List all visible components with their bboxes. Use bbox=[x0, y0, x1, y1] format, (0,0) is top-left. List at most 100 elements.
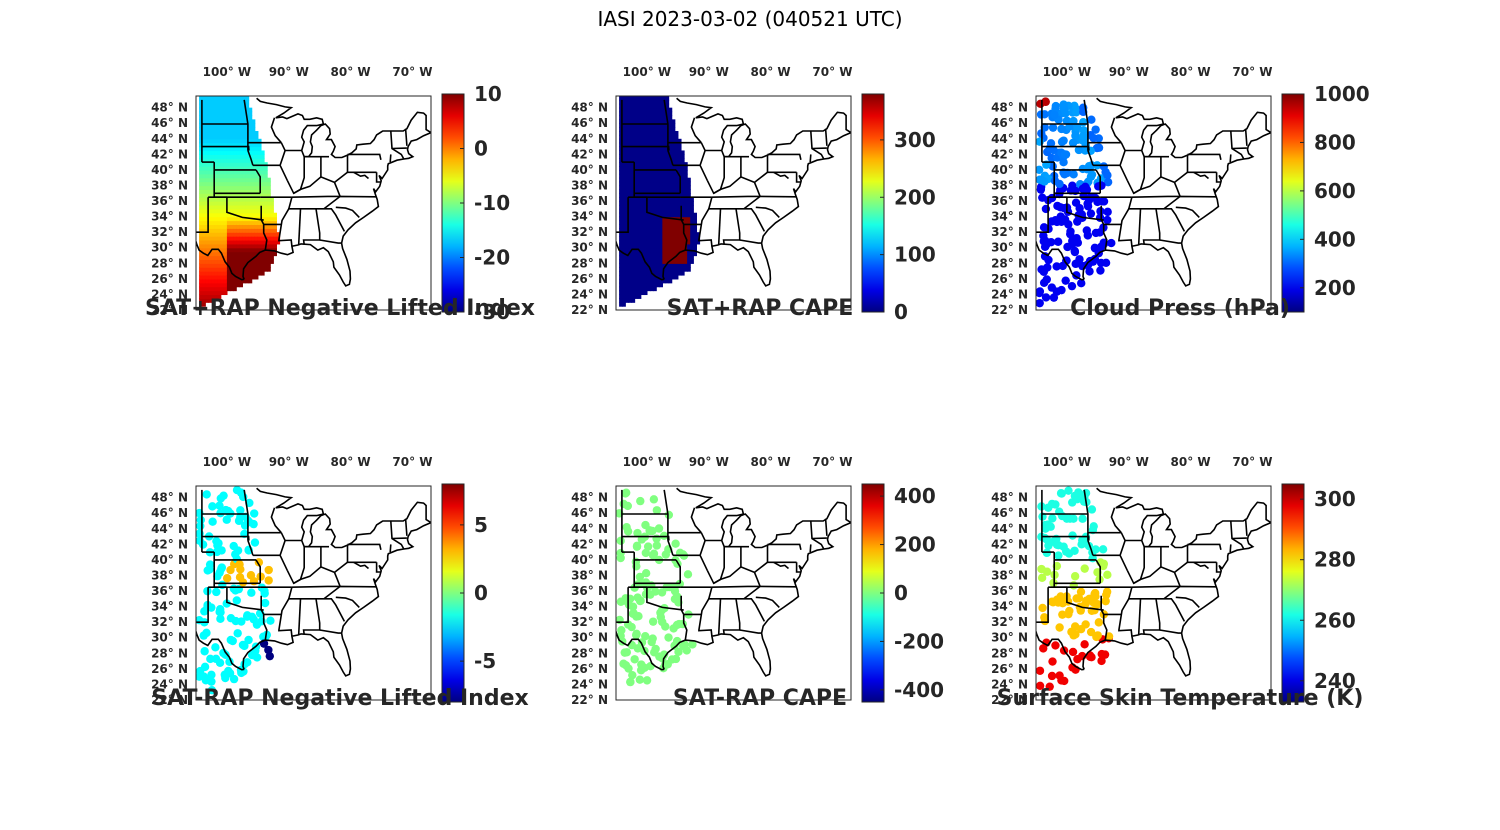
data-cell bbox=[252, 119, 256, 123]
panel-title: SAT-RAP Negative Lifted Index bbox=[100, 686, 580, 711]
data-point bbox=[1053, 262, 1061, 270]
data-point bbox=[1038, 604, 1046, 612]
data-cell bbox=[261, 271, 265, 275]
lat-tick-label: 48° N bbox=[151, 101, 188, 115]
lon-tick-label: 100° W bbox=[203, 65, 251, 79]
data-point bbox=[1090, 522, 1098, 530]
lat-tick-label: 46° N bbox=[991, 116, 1028, 130]
data-point bbox=[1054, 238, 1062, 246]
data-cell bbox=[270, 209, 274, 213]
data-point bbox=[657, 613, 665, 621]
data-cell bbox=[687, 189, 691, 193]
lon-tick-label: 70° W bbox=[812, 455, 852, 469]
data-point bbox=[1064, 610, 1072, 618]
lat-tick-label: 32° N bbox=[991, 615, 1028, 629]
state-boundary bbox=[1230, 544, 1231, 552]
data-point bbox=[1044, 503, 1052, 511]
data-point bbox=[664, 633, 672, 641]
map-background bbox=[196, 486, 431, 700]
data-cell bbox=[245, 100, 249, 104]
data-point bbox=[1068, 282, 1076, 290]
lon-tick-label: 70° W bbox=[1232, 455, 1272, 469]
data-cell bbox=[675, 275, 679, 279]
data-point bbox=[1102, 591, 1110, 599]
data-point bbox=[628, 671, 636, 679]
colorbar-tick-label: 0 bbox=[474, 581, 488, 605]
data-point bbox=[642, 549, 650, 557]
lat-tick-label: 46° N bbox=[151, 116, 188, 130]
lat-tick-label: 28° N bbox=[571, 646, 608, 660]
data-point bbox=[649, 617, 657, 625]
data-cell bbox=[665, 96, 669, 100]
data-point bbox=[1059, 543, 1067, 551]
data-point bbox=[616, 549, 624, 557]
data-cell bbox=[681, 154, 685, 158]
lat-tick-label: 40° N bbox=[151, 163, 188, 177]
data-point bbox=[233, 629, 241, 637]
lat-tick-label: 28° N bbox=[571, 256, 608, 270]
panel-title: Surface Skin Temperature (K) bbox=[940, 686, 1420, 711]
state-boundary bbox=[810, 544, 811, 552]
data-cell bbox=[672, 123, 676, 127]
colorbar-tick-label: 600 bbox=[1314, 179, 1356, 203]
data-point bbox=[1068, 531, 1076, 539]
data-point bbox=[1051, 641, 1059, 649]
lat-tick-label: 46° N bbox=[571, 116, 608, 130]
lon-tick-label: 90° W bbox=[1109, 65, 1149, 79]
data-cell bbox=[644, 291, 648, 295]
lon-tick-label: 100° W bbox=[1043, 455, 1091, 469]
data-point bbox=[1061, 150, 1069, 158]
data-point bbox=[1088, 505, 1096, 513]
state-boundary bbox=[390, 154, 391, 162]
data-point bbox=[636, 497, 644, 505]
data-point bbox=[661, 622, 669, 630]
data-point bbox=[1090, 606, 1098, 614]
data-point bbox=[1069, 648, 1077, 656]
data-point bbox=[684, 570, 692, 578]
lat-tick-label: 40° N bbox=[571, 163, 608, 177]
lon-tick-label: 70° W bbox=[392, 65, 432, 79]
data-cell bbox=[264, 170, 268, 174]
data-point bbox=[636, 597, 644, 605]
data-cell bbox=[273, 213, 277, 217]
data-cell bbox=[675, 135, 679, 139]
data-point bbox=[1042, 98, 1050, 106]
data-point bbox=[655, 524, 663, 532]
lat-tick-label: 46° N bbox=[571, 506, 608, 520]
colorbar bbox=[1282, 484, 1304, 702]
data-point bbox=[1058, 512, 1066, 520]
data-point bbox=[244, 636, 252, 644]
data-point bbox=[641, 521, 649, 529]
data-cell bbox=[687, 182, 691, 186]
data-cell bbox=[681, 150, 685, 154]
data-point bbox=[1058, 138, 1066, 146]
data-cell bbox=[264, 174, 268, 178]
data-point bbox=[649, 551, 657, 559]
data-point bbox=[1037, 185, 1045, 193]
data-cell bbox=[669, 279, 673, 283]
lat-tick-label: 40° N bbox=[991, 163, 1028, 177]
data-cell bbox=[273, 217, 277, 221]
data-point bbox=[204, 566, 212, 574]
colorbar-tick-label: 280 bbox=[1314, 548, 1356, 572]
data-point bbox=[224, 667, 232, 675]
data-point bbox=[1078, 515, 1086, 523]
lat-tick-label: 46° N bbox=[991, 506, 1028, 520]
colorbar-tick-label: 300 bbox=[1314, 487, 1356, 511]
data-point bbox=[632, 562, 640, 570]
colorbar-tick-label: 10 bbox=[474, 82, 502, 106]
data-point bbox=[646, 662, 654, 670]
lat-tick-label: 26° N bbox=[151, 272, 188, 286]
lat-tick-label: 42° N bbox=[991, 537, 1028, 551]
lat-tick-label: 28° N bbox=[151, 646, 188, 660]
data-point bbox=[642, 569, 650, 577]
data-point bbox=[1044, 541, 1052, 549]
data-cell bbox=[669, 112, 673, 116]
state-boundary bbox=[292, 586, 340, 587]
lon-tick-label: 80° W bbox=[331, 65, 371, 79]
data-point bbox=[1059, 100, 1067, 108]
lon-tick-label: 100° W bbox=[623, 455, 671, 469]
